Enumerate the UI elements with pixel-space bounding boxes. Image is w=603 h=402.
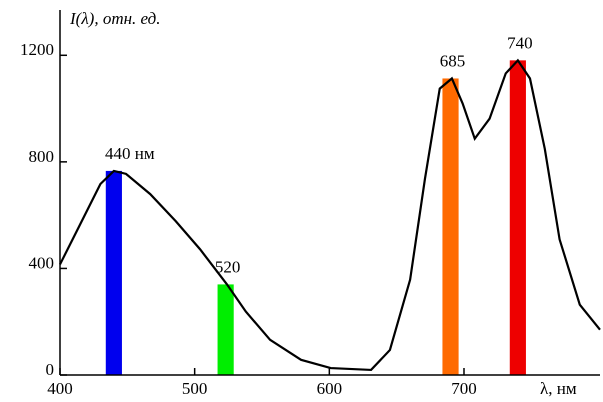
x-tick-label: 400 [47, 379, 73, 398]
x-tick-label: 700 [451, 379, 477, 398]
spectrum-line [59, 58, 601, 372]
y-tick-label: 1200 [20, 40, 54, 59]
x-axis-label: λ, нм [540, 379, 577, 398]
band-label: 440 нм [105, 144, 155, 163]
y-tick-label: 400 [29, 253, 55, 272]
band [442, 78, 459, 376]
y-tick-label: 800 [29, 147, 55, 166]
band-label: 740 [507, 33, 533, 52]
band-label: 520 [215, 257, 241, 276]
x-tick-label: 500 [182, 379, 208, 398]
band [509, 60, 526, 376]
band [217, 284, 234, 375]
x-tick-label: 600 [317, 379, 343, 398]
band [105, 170, 122, 375]
band-label: 685 [440, 51, 466, 70]
y-tick-label: 0 [46, 360, 55, 379]
y-axis-label: I(λ), отн. ед. [69, 9, 161, 28]
